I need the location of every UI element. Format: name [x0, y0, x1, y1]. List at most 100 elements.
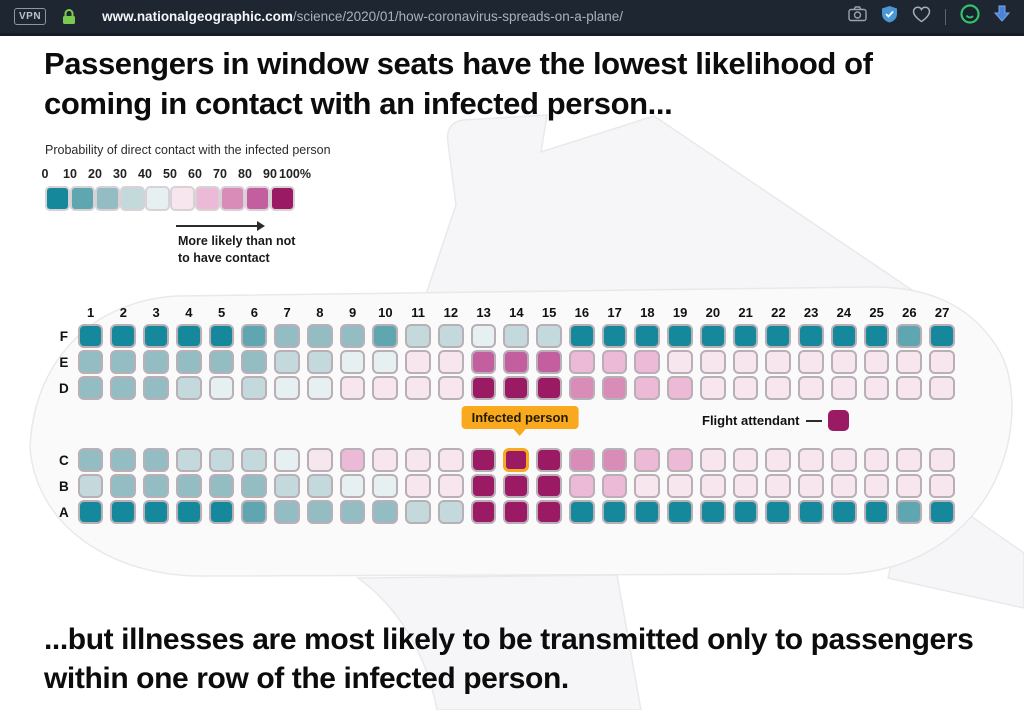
legend-tick: 70: [213, 167, 227, 181]
seat-A8: [306, 500, 333, 524]
legend-swatch-0-10: [45, 186, 70, 211]
seat-D26: [896, 376, 923, 400]
legend-swatches: [45, 186, 331, 211]
url-path: /science/2020/01/how-coronavirus-spreads…: [292, 9, 624, 24]
seat-A27: [929, 500, 955, 524]
column-number: 24: [836, 305, 852, 320]
seat-column-numbers: 1 2 3 4 5 6 7 8 9 10 11 12 13 14 15 16 17 18 19 20 21 22 23 24 2…: [50, 305, 962, 320]
row-label-C: C: [58, 452, 69, 468]
address-bar[interactable]: www.nationalgeographic.com/science/2020/…: [102, 9, 848, 24]
seat-E4: [175, 350, 202, 374]
heart-icon[interactable]: [912, 5, 931, 28]
seat-F4: [175, 324, 202, 348]
shield-check-icon[interactable]: [881, 5, 898, 28]
flight-attendant-annotation: Flight attendant: [702, 410, 849, 431]
seat-D10: [372, 376, 399, 400]
seat-B27: [929, 474, 955, 498]
column-number: 20: [705, 305, 721, 320]
seat-A2: [110, 500, 137, 524]
seat-F21: [732, 324, 759, 348]
seat-C11: [405, 448, 431, 472]
seat-C6: [241, 448, 268, 472]
legend-tick: 90: [263, 167, 277, 181]
column-number: 4: [185, 305, 193, 320]
seat-F26: [896, 324, 923, 348]
seat-E10: [372, 350, 399, 374]
legend-tick: 60: [188, 167, 202, 181]
seat-F12: [437, 324, 464, 348]
browser-bar: VPN www.nationalgeographic.com/science/2…: [0, 0, 1024, 36]
legend-tick: 40: [138, 167, 152, 181]
legend-tick: 30: [113, 167, 127, 181]
seat-A9: [339, 500, 366, 524]
seat-B4: [175, 474, 202, 498]
seat-row-A: A: [50, 500, 962, 524]
seat-F14: [503, 324, 530, 348]
seat-F17: [601, 324, 628, 348]
seat-D11: [405, 376, 431, 400]
seat-D20: [699, 376, 726, 400]
seat-F18: [634, 324, 661, 348]
seat-B15: [536, 474, 562, 498]
seat-B12: [437, 474, 464, 498]
headline: Passengers in window seats have the lowe…: [44, 46, 873, 121]
column-number: 22: [771, 305, 786, 320]
seat-C4: [175, 448, 202, 472]
seat-D3: [143, 376, 169, 400]
seat-row-C: C: [50, 448, 962, 472]
row-label-D: D: [58, 380, 69, 396]
legend-swatch-50-60: [170, 186, 195, 211]
seat-E27: [929, 350, 955, 374]
screenshot-camera-icon[interactable]: [848, 6, 867, 27]
seat-D9: [339, 376, 366, 400]
seat-B8: [306, 474, 333, 498]
seat-E9: [339, 350, 366, 374]
seat-A13: [470, 500, 497, 524]
column-number: 11: [411, 305, 425, 320]
legend-swatch-90-100: [270, 186, 295, 211]
seat-row-B: B: [50, 474, 962, 498]
toolbar-divider: [945, 8, 946, 25]
seat-E7: [274, 350, 300, 374]
seat-F24: [830, 324, 857, 348]
seat-F23: [798, 324, 824, 348]
seat-E14: [503, 350, 530, 374]
green-circle-icon[interactable]: [960, 4, 980, 29]
tail-fin: [422, 114, 915, 301]
seat-E18: [634, 350, 661, 374]
vpn-badge[interactable]: VPN: [14, 8, 47, 25]
seat-A16: [568, 500, 595, 524]
flight-attendant-leader-line: [805, 419, 822, 422]
seat-A20: [699, 500, 726, 524]
seat-C9: [339, 448, 366, 472]
row-label-E: E: [59, 354, 69, 370]
seat-F2: [110, 324, 137, 348]
seat-D12: [437, 376, 464, 400]
legend-tick: 0: [41, 167, 49, 181]
seat-C24: [830, 448, 857, 472]
seat-A11: [405, 500, 431, 524]
seat-A1: [77, 500, 104, 524]
seat-D18: [634, 376, 661, 400]
seat-C22: [765, 448, 792, 472]
download-arrow-icon[interactable]: [993, 5, 1011, 28]
seat-D27: [929, 376, 955, 400]
column-number: 1: [86, 305, 95, 320]
seat-B17: [601, 474, 628, 498]
seat-A21: [732, 500, 759, 524]
column-number: 2: [119, 305, 127, 320]
seat-A24: [830, 500, 857, 524]
aisle: Infected person Flight attendant: [50, 402, 962, 448]
column-number: 19: [672, 305, 688, 320]
seat-B25: [863, 474, 890, 498]
seat-C7: [274, 448, 300, 472]
legend-swatch-80-90: [245, 186, 270, 211]
seat-B23: [798, 474, 824, 498]
lock-icon[interactable]: [62, 8, 76, 25]
seat-C18: [634, 448, 661, 472]
seat-C27: [929, 448, 955, 472]
seat-A18: [634, 500, 661, 524]
seat-row-E: E: [50, 350, 962, 374]
seat-E24: [830, 350, 857, 374]
seat-A7: [274, 500, 300, 524]
